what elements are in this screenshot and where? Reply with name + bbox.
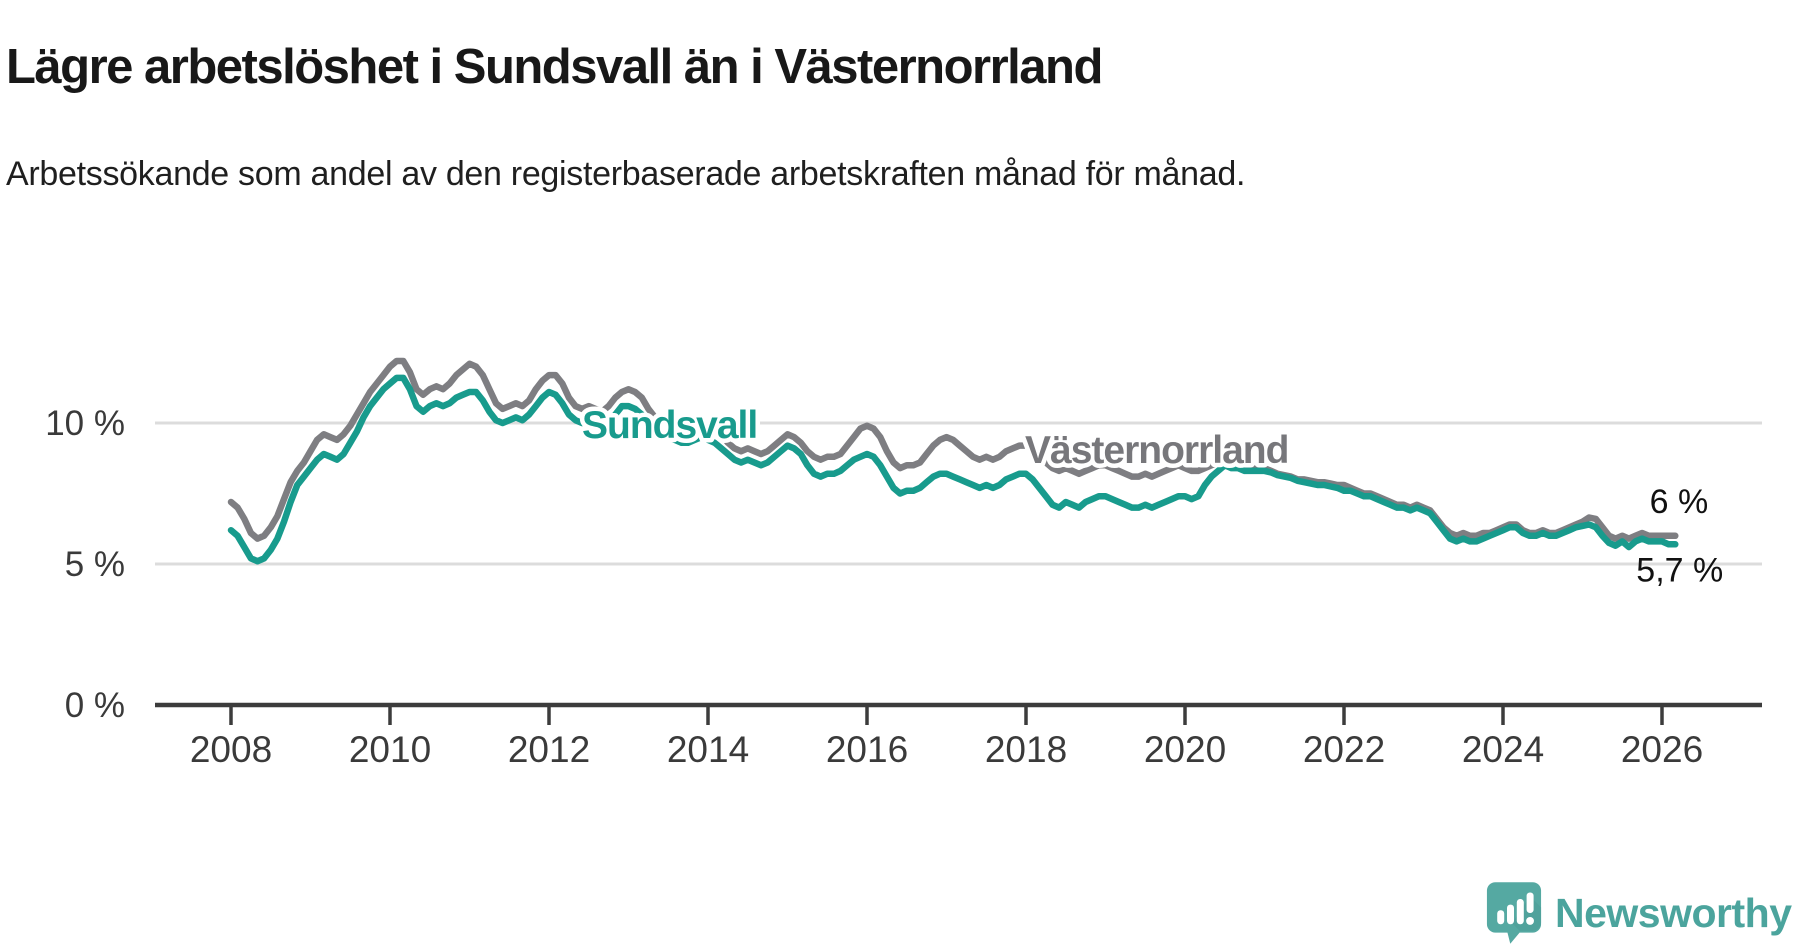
y-axis-tick-label: 5 % xyxy=(65,545,125,584)
newsworthy-logo-text: Newsworthy xyxy=(1555,889,1792,936)
x-axis-tick-label: 2016 xyxy=(826,729,908,770)
series-label-västernorrland: Västernorrland xyxy=(1025,429,1288,472)
chart-subtitle: Arbetssökande som andel av den registerb… xyxy=(6,155,1246,193)
y-axis-tick-label: 10 % xyxy=(45,404,125,443)
x-axis-tick-label: 2022 xyxy=(1303,729,1385,770)
newsworthy-logo: Newsworthy xyxy=(1486,880,1792,946)
x-axis-tick-label: 2026 xyxy=(1621,729,1703,770)
end-value-label-sundsvall: 5,7 % xyxy=(1636,551,1723,589)
x-axis-tick-label: 2020 xyxy=(1144,729,1226,770)
y-axis-tick-label: 0 % xyxy=(65,686,125,725)
x-axis-tick-label: 2018 xyxy=(985,729,1067,770)
newsworthy-logo-icon xyxy=(1486,882,1542,944)
end-value-label-västernorrland: 6 % xyxy=(1650,483,1709,521)
x-axis-tick-label: 2014 xyxy=(667,729,749,770)
series-label-sundsvall: Sundsvall xyxy=(582,404,757,447)
x-axis-tick-label: 2008 xyxy=(190,729,272,770)
x-axis-tick-label: 2010 xyxy=(349,729,431,770)
series-line-sundsvall xyxy=(227,374,1679,565)
x-axis-tick-label: 2024 xyxy=(1462,729,1544,770)
x-axis-tick-label: 2012 xyxy=(508,729,590,770)
page-title: Lägre arbetslöshet i Sundsvall än i Väst… xyxy=(6,39,1103,94)
series-line-västernorrland xyxy=(227,357,1679,542)
unemployment-line-chart: 2008 2010 2012 2014 2016 2018 2020 2022 2024 2026… xyxy=(45,357,1762,770)
